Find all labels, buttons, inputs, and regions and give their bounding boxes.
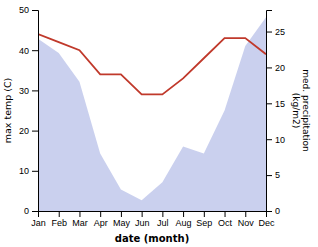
x-tick: Mar — [72, 211, 88, 228]
y-tick-label: 30 — [19, 86, 29, 96]
x-tick-label: Aug — [176, 218, 192, 228]
y-tick-mark — [32, 211, 38, 212]
y2-axis-title-line: med. precipitation — [301, 69, 311, 151]
y2-tick: 10 — [266, 135, 285, 145]
x-tick-mark — [79, 211, 80, 217]
y2-tick-mark — [266, 32, 272, 33]
marks — [38, 17, 266, 211]
y2-axis: 0 5 10 15 20 25 — [266, 11, 285, 217]
y-tick-label: 40 — [19, 46, 29, 56]
x-tick-mark — [59, 211, 60, 217]
y2-tick: 25 — [266, 27, 285, 37]
y-tick-label: 0 — [24, 206, 29, 216]
temperature-line — [38, 34, 266, 94]
y-tick: 50 — [19, 5, 38, 15]
y-tick: 30 — [19, 86, 38, 96]
y2-tick-label: 25 — [275, 27, 285, 37]
y2-tick-mark — [266, 139, 272, 140]
x-tick-mark — [142, 211, 143, 217]
x-tick-mark — [121, 211, 122, 217]
x-tick-label: Nov — [238, 218, 255, 228]
y-tick-label: 10 — [19, 166, 29, 176]
y-tick-mark — [32, 10, 38, 11]
x-tick-mark — [245, 211, 246, 217]
y2-axis-title: med. precipitation(kg/m2) — [291, 69, 311, 151]
y2-axis-title-line: (kg/m2) — [291, 93, 301, 128]
y2-axis-line — [267, 11, 273, 212]
y-tick-label: 20 — [19, 126, 29, 136]
y-tick-label: 50 — [19, 5, 29, 15]
x-tick-mark — [100, 211, 101, 217]
x-tick: May — [113, 211, 131, 228]
y2-tick-mark — [266, 175, 272, 176]
x-tick-label: Mar — [72, 218, 88, 228]
y2-tick-label: 5 — [275, 170, 280, 180]
x-tick-label: May — [113, 218, 131, 228]
y2-tick-mark — [266, 103, 272, 104]
x-tick-label: Dec — [258, 218, 275, 228]
y-tick: 20 — [19, 126, 38, 136]
y-tick: 0 — [24, 206, 38, 216]
x-tick-label: Jan — [31, 218, 46, 228]
y-tick: 10 — [19, 166, 38, 176]
x-tick: Sep — [196, 211, 212, 228]
x-tick: Aug — [176, 211, 192, 228]
x-tick-mark — [183, 211, 184, 217]
x-tick-label: Jul — [157, 218, 169, 228]
y2-tick-label: 0 — [275, 206, 280, 216]
x-tick: Nov — [238, 211, 255, 228]
x-axis-title: date (month) — [115, 233, 189, 244]
x-tick-label: Feb — [51, 218, 67, 228]
x-tick-mark — [162, 211, 163, 217]
y-axis: 0 10 20 30 40 50 — [19, 5, 39, 216]
x-tick: Jan — [31, 211, 46, 228]
x-tick-label: Sep — [196, 218, 212, 228]
x-tick: Jul — [157, 211, 169, 228]
y2-tick-label: 10 — [275, 135, 285, 145]
y-tick-mark — [32, 131, 38, 132]
y2-tick: 20 — [266, 63, 285, 73]
y2-tick-mark — [266, 67, 272, 68]
y-axis-line — [32, 11, 39, 212]
x-tick: Feb — [51, 211, 67, 228]
x-tick: Dec — [258, 211, 275, 228]
y2-tick-mark — [266, 211, 272, 212]
x-tick: Apr — [94, 211, 108, 228]
x-tick-label: Oct — [218, 218, 233, 228]
y-tick-mark — [32, 50, 38, 51]
y2-tick: 0 — [266, 206, 280, 216]
y-tick: 40 — [19, 46, 38, 56]
y-tick-mark — [32, 90, 38, 91]
y2-tick: 5 — [266, 170, 280, 180]
x-tick-label: Apr — [94, 218, 108, 228]
y2-tick-label: 20 — [275, 63, 285, 73]
x-tick: Jun — [135, 211, 150, 228]
x-tick-label: Jun — [135, 218, 150, 228]
x-tick-mark — [204, 211, 205, 217]
y2-tick-label: 15 — [275, 99, 285, 109]
y2-tick: 15 — [266, 99, 285, 109]
x-axis-line — [39, 212, 267, 218]
x-axis: Jan Feb Mar Apr May Jun Jul Aug Sep Oct NovDec — [31, 211, 275, 228]
chart: JanFebMarAprMayJunJulAugSepOctNovDec0102… — [0, 0, 318, 247]
x-tick: Oct — [218, 211, 233, 228]
x-tick-mark — [225, 211, 226, 217]
y-axis-title: max temp (C) — [2, 78, 13, 144]
y-tick-mark — [32, 171, 38, 172]
precipitation-area — [38, 17, 266, 211]
plot-area: JanFebMarAprMayJunJulAugSepOctNovDec0102… — [2, 5, 311, 244]
